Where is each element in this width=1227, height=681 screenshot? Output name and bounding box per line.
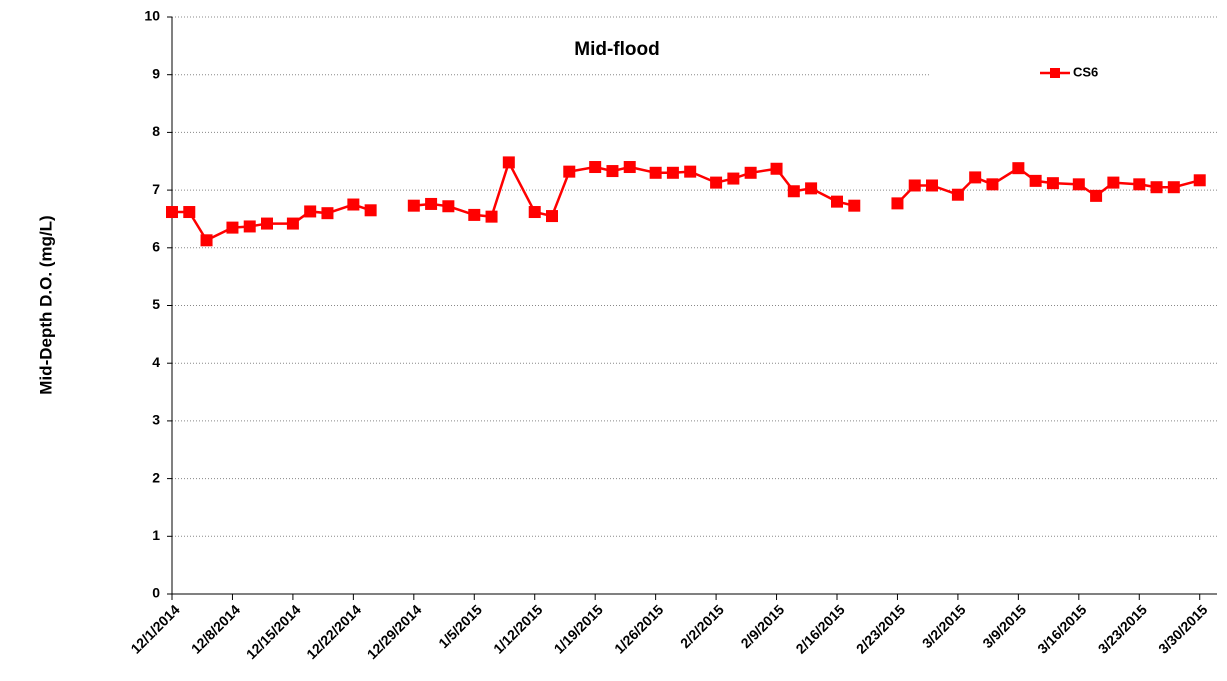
- marker: [770, 162, 783, 175]
- y-tick-label: 8: [152, 123, 160, 139]
- marker: [407, 199, 420, 212]
- x-tick-label: 1/12/2015: [490, 601, 546, 657]
- y-tick-label: 7: [152, 181, 160, 197]
- y-tick-label: 10: [144, 8, 160, 24]
- marker: [623, 161, 636, 174]
- x-tick-label: 2/23/2015: [853, 601, 909, 657]
- marker: [1193, 174, 1206, 187]
- marker: [831, 195, 843, 208]
- marker: [425, 197, 438, 210]
- x-tick-label: 3/16/2015: [1034, 601, 1090, 657]
- x-tick-label: 3/30/2015: [1155, 601, 1211, 657]
- marker: [649, 166, 662, 179]
- y-axis-label: Mid-Depth D.O. (mg/L): [36, 215, 55, 394]
- marker: [1012, 162, 1025, 175]
- x-tick-label: 3/23/2015: [1095, 601, 1151, 657]
- marker: [1150, 181, 1163, 194]
- marker: [848, 199, 861, 212]
- y-tick-label: 2: [152, 469, 160, 485]
- y-tick-label: 4: [152, 354, 160, 370]
- marker: [321, 207, 334, 220]
- marker: [243, 220, 256, 233]
- marker: [442, 200, 455, 213]
- marker: [286, 217, 299, 230]
- marker: [744, 166, 757, 179]
- marker: [891, 197, 904, 210]
- marker: [986, 178, 999, 191]
- marker: [1107, 176, 1120, 189]
- x-tick-label: 3/2/2015: [919, 601, 969, 651]
- marker: [226, 221, 239, 234]
- x-tick-label: 3/9/2015: [979, 601, 1029, 651]
- x-tick-label: 2/16/2015: [792, 601, 848, 657]
- legend-label: CS6: [1073, 64, 1098, 79]
- y-tick-label: 3: [152, 412, 160, 428]
- x-tick-label: 1/26/2015: [611, 601, 667, 657]
- marker: [528, 206, 541, 219]
- marker: [969, 171, 982, 184]
- marker: [1167, 181, 1180, 194]
- marker: [589, 161, 602, 174]
- marker: [502, 156, 515, 169]
- chart-title: Mid-flood: [574, 39, 659, 60]
- marker: [606, 165, 619, 178]
- marker: [563, 165, 576, 178]
- x-tick-label: 12/29/2014: [364, 601, 425, 662]
- x-tick-label: 12/22/2014: [303, 601, 364, 662]
- marker: [304, 205, 317, 218]
- legend-marker: [1050, 68, 1060, 78]
- y-tick-label: 9: [152, 65, 160, 81]
- marker: [347, 198, 360, 211]
- marker: [1029, 174, 1042, 187]
- y-tick-label: 0: [152, 585, 160, 601]
- x-tick-label: 1/19/2015: [551, 601, 607, 657]
- marker: [485, 210, 498, 223]
- marker: [1046, 177, 1059, 190]
- x-tick-label: 2/2/2015: [677, 601, 727, 651]
- marker: [787, 185, 800, 198]
- y-tick-label: 5: [152, 296, 160, 312]
- marker: [684, 165, 697, 178]
- marker: [546, 210, 558, 223]
- marker: [908, 179, 921, 192]
- x-tick-label: 12/1/2014: [127, 601, 183, 657]
- marker: [727, 172, 740, 185]
- marker: [805, 182, 818, 195]
- marker: [926, 179, 938, 192]
- x-tick-label: 12/8/2014: [188, 601, 244, 657]
- marker: [468, 208, 481, 221]
- marker: [1072, 178, 1085, 191]
- marker: [951, 188, 964, 201]
- marker: [1133, 178, 1146, 191]
- x-tick-label: 1/5/2015: [435, 601, 485, 651]
- marker: [261, 217, 273, 230]
- marker: [200, 234, 213, 247]
- marker: [710, 176, 723, 189]
- marker: [183, 206, 196, 219]
- marker: [666, 166, 679, 179]
- x-tick-label: 2/9/2015: [737, 601, 787, 651]
- marker: [364, 204, 377, 217]
- y-tick-label: 6: [152, 239, 160, 255]
- x-tick-label: 12/15/2014: [243, 601, 304, 662]
- marker: [1090, 189, 1103, 202]
- y-tick-label: 1: [152, 527, 160, 543]
- marker: [166, 206, 178, 219]
